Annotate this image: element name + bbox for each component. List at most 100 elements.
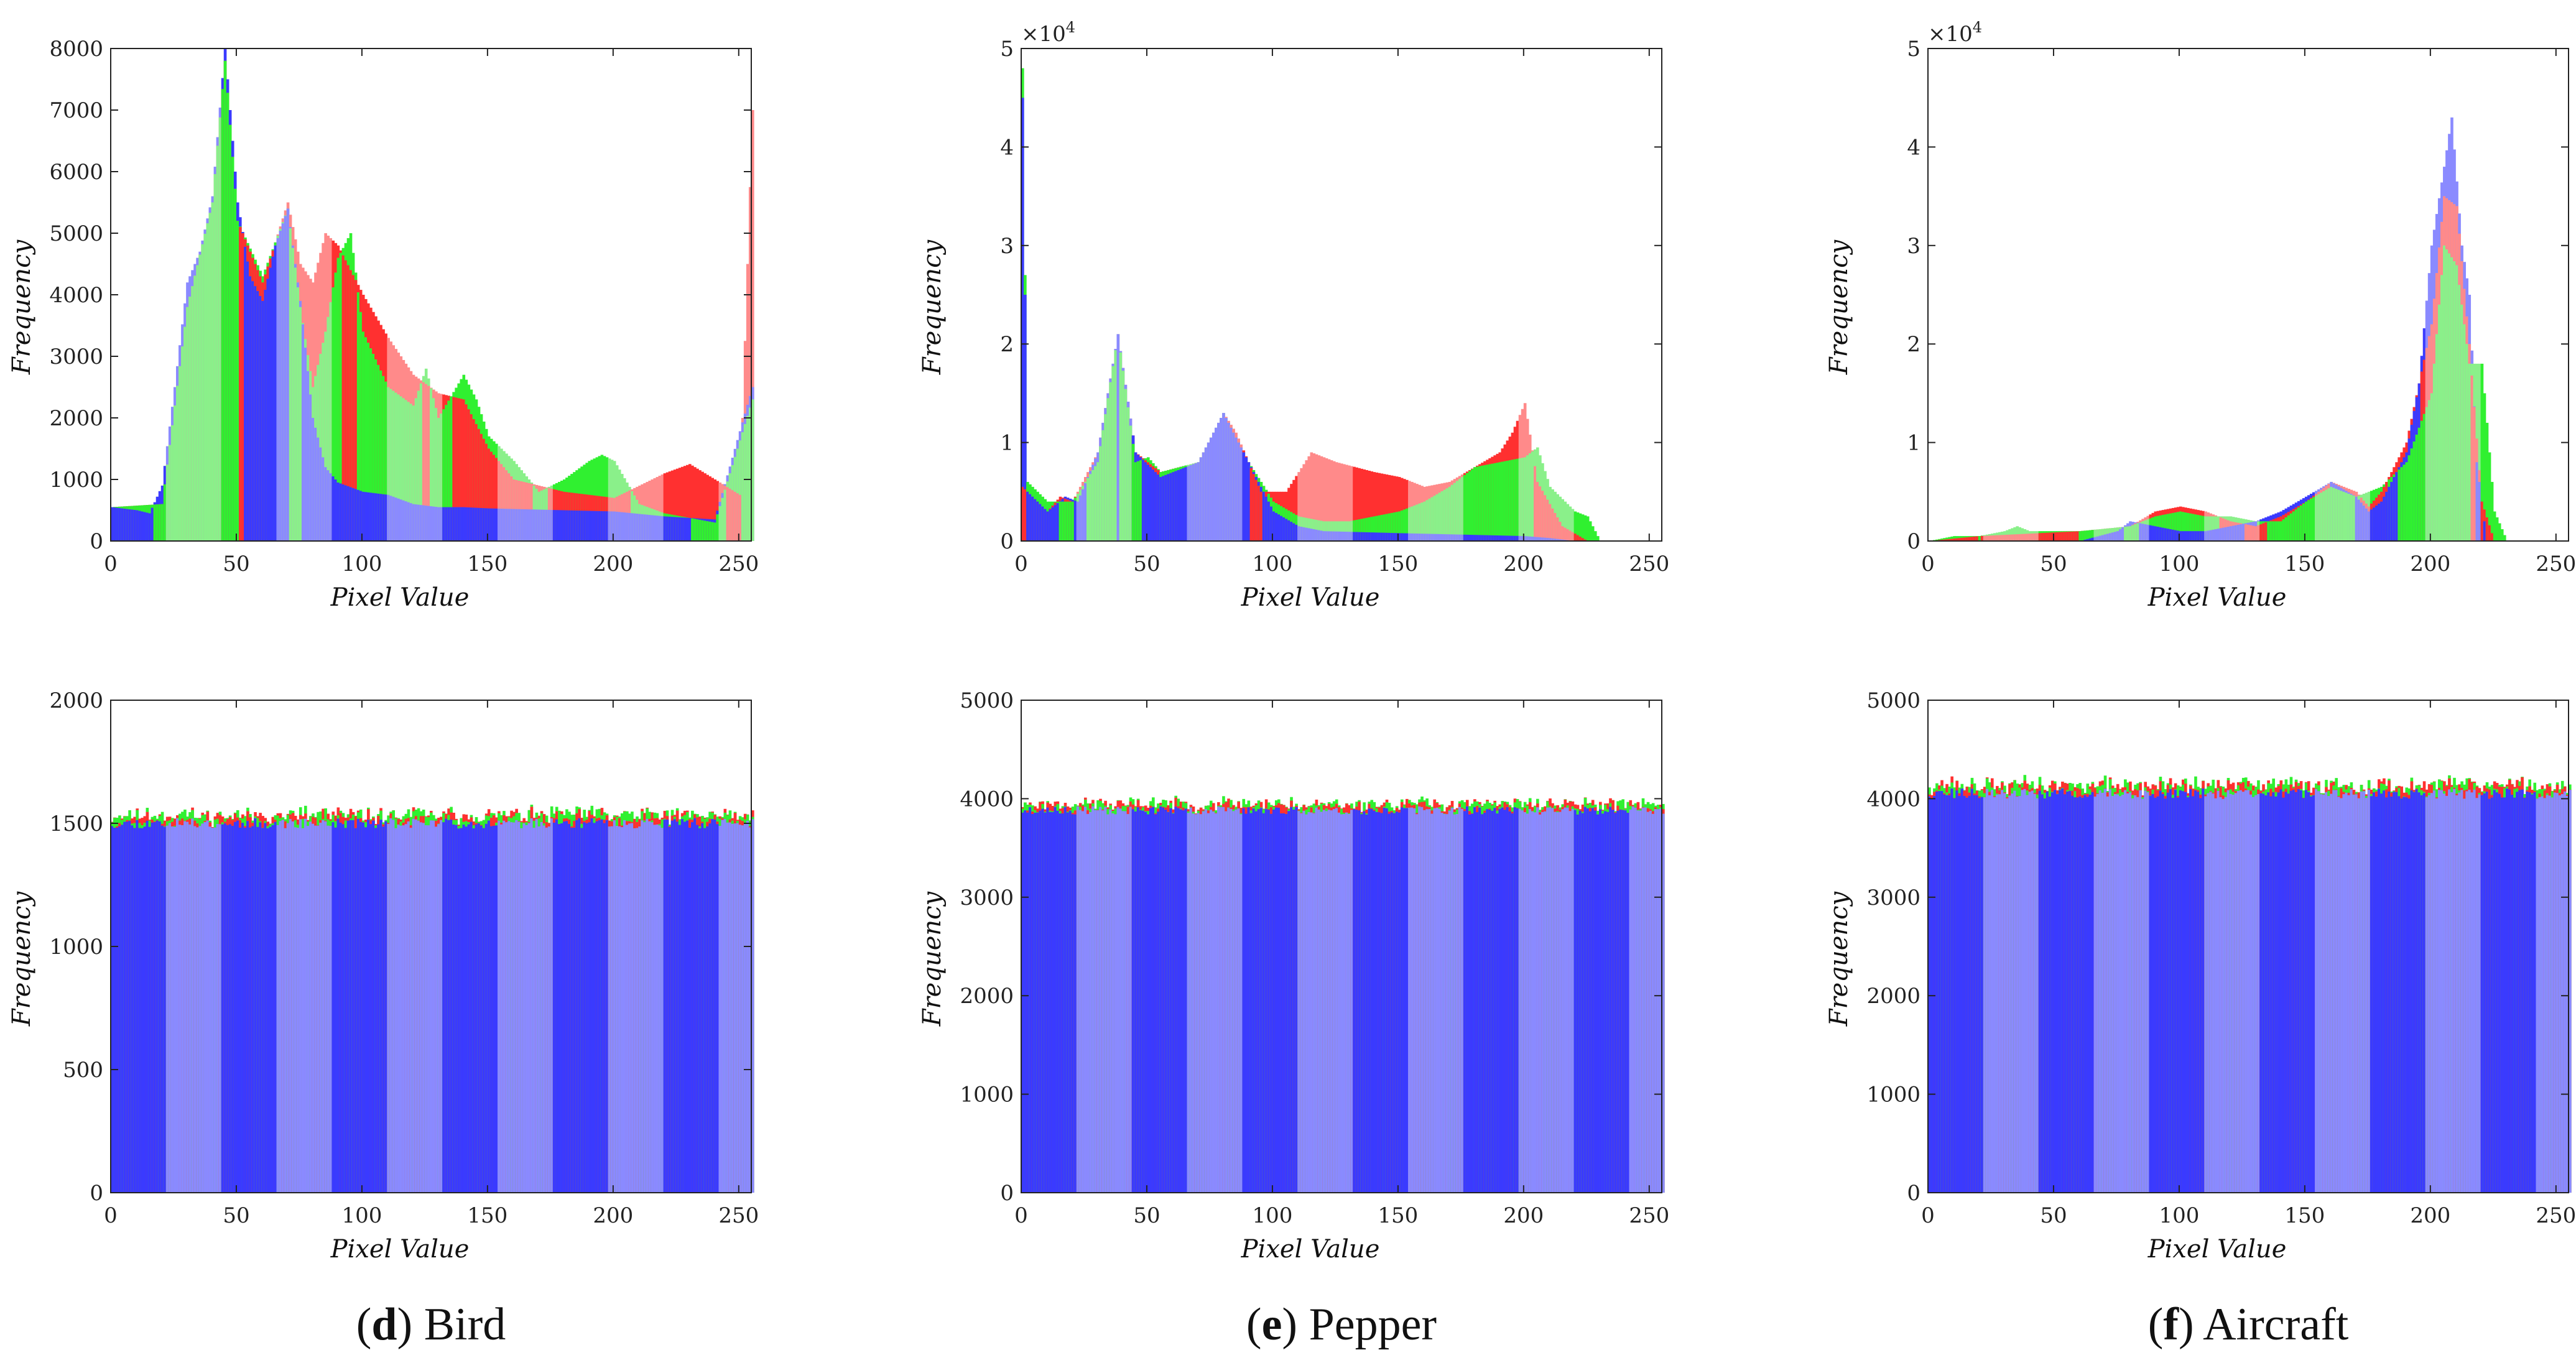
pepper-cipher-bar-blue-146 (1388, 813, 1391, 1193)
pepper-plain-bar-blue-214 (1559, 539, 1562, 541)
bird-cipher-bar-blue-71 (289, 819, 292, 1193)
aircraft-cipher-bar-blue-232 (2511, 795, 2514, 1193)
pepper-cipher-bar-blue-223 (1581, 813, 1585, 1193)
aircraft-cipher-bar-blue-87 (2146, 792, 2150, 1193)
pepper-cipher-bar-blue-65 (1184, 808, 1188, 1193)
bird-plain-bar-blue-188 (583, 511, 586, 541)
aircraft-plain-bar-blue-221 (2483, 521, 2486, 541)
pepper-plain-bar-red-1 (1024, 489, 1027, 541)
bird-plain-bar-blue-82 (317, 437, 320, 541)
aircraft-cipher-bar-blue-12 (1958, 795, 1962, 1193)
aircraft-cipher-bar-blue-38 (2023, 788, 2027, 1193)
pepper-plain-bar-blue-57 (1164, 474, 1167, 541)
bird-plain-bar-red-238 (708, 476, 711, 541)
bird-plain-bar-blue-201 (615, 511, 619, 541)
bird-plain-bar-green-21 (163, 484, 167, 541)
bird-cipher-bar-blue-209 (636, 828, 639, 1193)
pepper-cipher-bar-blue-225 (1586, 808, 1590, 1193)
bird-plain-bar-blue-172 (542, 509, 546, 541)
pepper-plain-bar-blue-180 (1473, 535, 1476, 541)
bird-cipher-bar-blue-42 (216, 824, 220, 1193)
bird-plain-bar-blue-179 (560, 510, 563, 541)
pepper-cipher-bar-blue-130 (1348, 813, 1351, 1193)
aircraft-cipher-bar-blue-45 (2041, 794, 2044, 1193)
aircraft-plain-bar-red-41 (2031, 533, 2034, 541)
pepper-cipher-bar-blue-106 (1287, 811, 1290, 1193)
pepper-plain-bar-red-144 (1383, 474, 1386, 541)
pepper-plain-bar-blue-51 (1149, 467, 1152, 541)
aircraft-cipher-ytick-label-3000: 3000 (1866, 886, 1920, 910)
bird-plain-bar-red-148 (482, 438, 486, 541)
aircraft-cipher-bar-blue-94 (2164, 798, 2167, 1193)
bird-plain-bar-green-18 (155, 504, 159, 541)
aircraft-cipher-bar-blue-63 (2086, 797, 2090, 1193)
aircraft-cipher-bar-blue-58 (2073, 797, 2077, 1193)
bird-plain-xtick-label-250: 250 (718, 552, 759, 576)
aircraft-plain-bar-red-126 (2244, 524, 2248, 541)
pepper-plain-bar-blue-173 (1455, 534, 1459, 541)
bird-cipher-ytick-label-2000: 2000 (49, 688, 103, 713)
aircraft-cipher-bar-blue-70 (2103, 788, 2107, 1193)
pepper-plain-bar-green-173 (1455, 481, 1459, 541)
bird-plain-bar-green-43 (218, 117, 222, 541)
aircraft-plain-bar-blue-62 (2083, 539, 2087, 541)
bird-cipher-bar-blue-9 (133, 828, 136, 1193)
bird-plain-bar-red-124 (422, 382, 425, 541)
bird-plain-bar-blue-154 (498, 508, 501, 541)
pepper-cipher-bar-blue-136 (1363, 811, 1366, 1193)
aircraft-plain-bar-green-207 (2448, 253, 2451, 541)
pepper-plain-bar-blue-53 (1154, 472, 1157, 541)
aircraft-cipher-bar-blue-169 (2352, 794, 2356, 1193)
aircraft-plain-bar-red-7 (1945, 539, 1948, 541)
aircraft-cipher-bar-blue-193 (2412, 792, 2416, 1193)
pepper-plain-bar-green-45 (1134, 462, 1137, 541)
bird-plain-bar-green-29 (183, 326, 187, 541)
bird-plain-bar-blue-144 (472, 507, 476, 541)
pepper-plain-bar-green-150 (1397, 511, 1401, 541)
pepper-cipher-bar-blue-179 (1471, 813, 1474, 1193)
aircraft-plain-bar-blue-92 (2159, 527, 2162, 541)
bird-cipher-bar-blue-222 (668, 827, 672, 1193)
pepper-plain-bar-blue-162 (1428, 534, 1431, 541)
pepper-plain-bar-red-151 (1400, 478, 1404, 541)
bird-plain-bar-green-123 (419, 383, 423, 541)
pepper-cipher-bar-blue-31 (1099, 807, 1102, 1193)
pepper-cipher-bar-blue-212 (1554, 812, 1557, 1193)
pepper-cipher-bar-blue-145 (1385, 808, 1389, 1193)
pepper-cipher-bar-blue-30 (1096, 810, 1100, 1193)
aircraft-cipher-bar-blue-202 (2435, 798, 2439, 1193)
bird-cipher-bar-blue-174 (547, 826, 551, 1193)
aircraft-cipher-bar-blue-223 (2488, 798, 2491, 1193)
aircraft-cipher-bar-blue-123 (2236, 791, 2240, 1193)
pepper-plain-bar-blue-128 (1343, 532, 1346, 541)
aircraft-cipher-bar-blue-49 (2050, 792, 2054, 1193)
bird-cipher-bar-blue-90 (336, 818, 340, 1193)
pepper-cipher-bar-blue-29 (1094, 810, 1097, 1193)
bird-plain-bar-green-113 (394, 392, 398, 541)
aircraft-plain-bar-green-198 (2425, 407, 2429, 541)
aircraft-plain-bar-blue-125 (2241, 524, 2245, 541)
pepper-plain-bar-red-138 (1368, 471, 1371, 541)
pepper-plain-bar-green-34 (1106, 398, 1110, 541)
bird-cipher-bar-blue-185 (575, 820, 578, 1193)
pepper-plain-bar-red-143 (1380, 473, 1384, 541)
pepper-plain-bar-green-222 (1578, 513, 1582, 541)
pepper-cipher-bar-blue-23 (1078, 810, 1082, 1193)
aircraft-cipher-bar-blue-191 (2407, 798, 2411, 1193)
pepper-cipher-bar-blue-233 (1606, 812, 1610, 1193)
aircraft-cipher-bar-blue-20 (1978, 798, 1981, 1193)
bird-cipher-bar-blue-10 (136, 820, 139, 1193)
pepper-plain-bar-red-142 (1378, 473, 1381, 541)
pepper-cipher-bar-blue-126 (1337, 812, 1341, 1193)
bird-cipher-bar-blue-156 (503, 820, 506, 1193)
bird-plain-bar-blue-78 (307, 371, 310, 541)
bird-plain-bar-blue-81 (314, 427, 317, 541)
aircraft-cipher-bar-blue-247 (2548, 795, 2552, 1193)
bird-cipher-bar-blue-30 (186, 821, 189, 1193)
pepper-plain-bar-red-120 (1322, 457, 1326, 541)
bird-plain-bar-blue-107 (379, 494, 382, 541)
bird-cipher-bar-blue-6 (126, 821, 129, 1193)
bird-plain-bar-green-236 (703, 520, 707, 541)
pepper-plain-bar-red-94 (1257, 486, 1261, 541)
bird-plain-bar-red-217 (656, 477, 659, 541)
